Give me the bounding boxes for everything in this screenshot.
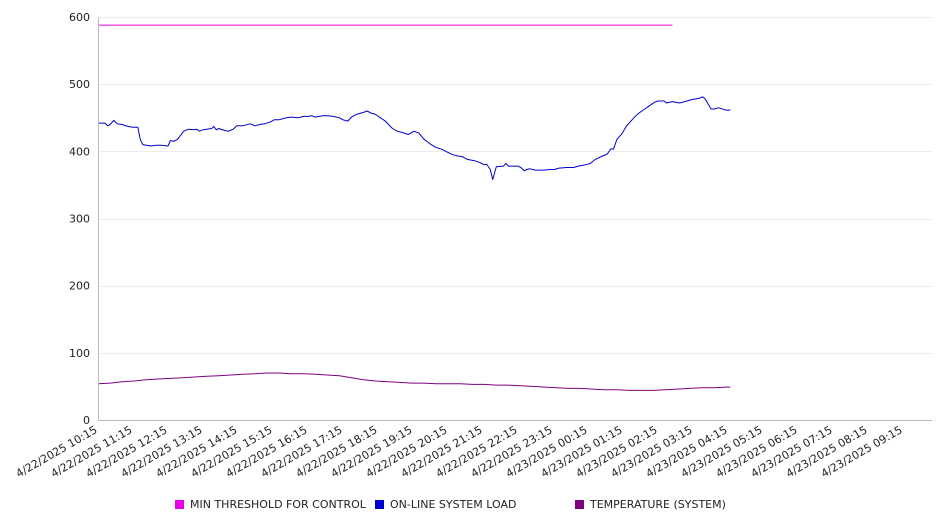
legend-item-system-load[interactable]: ON-LINE SYSTEM LOAD [375, 498, 516, 511]
legend: MIN THRESHOLD FOR CONTROL ON-LINE SYSTEM… [0, 498, 946, 514]
y-tick-label: 300 [69, 213, 90, 226]
legend-item-min-threshold[interactable]: MIN THRESHOLD FOR CONTROL [175, 498, 366, 511]
legend-label-system-load: ON-LINE SYSTEM LOAD [390, 498, 517, 511]
legend-swatch-system-load [375, 500, 384, 509]
legend-item-temperature[interactable]: TEMPERATURE (SYSTEM) [575, 498, 726, 511]
axes [98, 17, 932, 421]
legend-swatch-temperature [575, 500, 584, 509]
y-tick-labels: 0 100 200 300 400 500 600 [69, 11, 90, 427]
x-tick-labels: 4/22/2025 10:154/22/2025 11:154/22/2025 … [14, 423, 905, 480]
y-tick-label: 500 [69, 78, 90, 91]
legend-label-temperature: TEMPERATURE (SYSTEM) [590, 498, 726, 511]
series-lines [97, 24, 731, 391]
gridlines [98, 17, 932, 354]
legend-swatch-min-threshold [175, 500, 184, 509]
series-line-temperature [97, 372, 731, 391]
y-tick-label: 200 [69, 280, 90, 293]
y-tick-label: 100 [69, 347, 90, 360]
legend-label-min-threshold: MIN THRESHOLD FOR CONTROL [190, 498, 366, 511]
y-tick-label: 0 [83, 414, 90, 427]
series-line-system-load [98, 96, 731, 180]
y-tick-label: 400 [69, 145, 90, 158]
y-tick-label: 600 [69, 11, 90, 24]
